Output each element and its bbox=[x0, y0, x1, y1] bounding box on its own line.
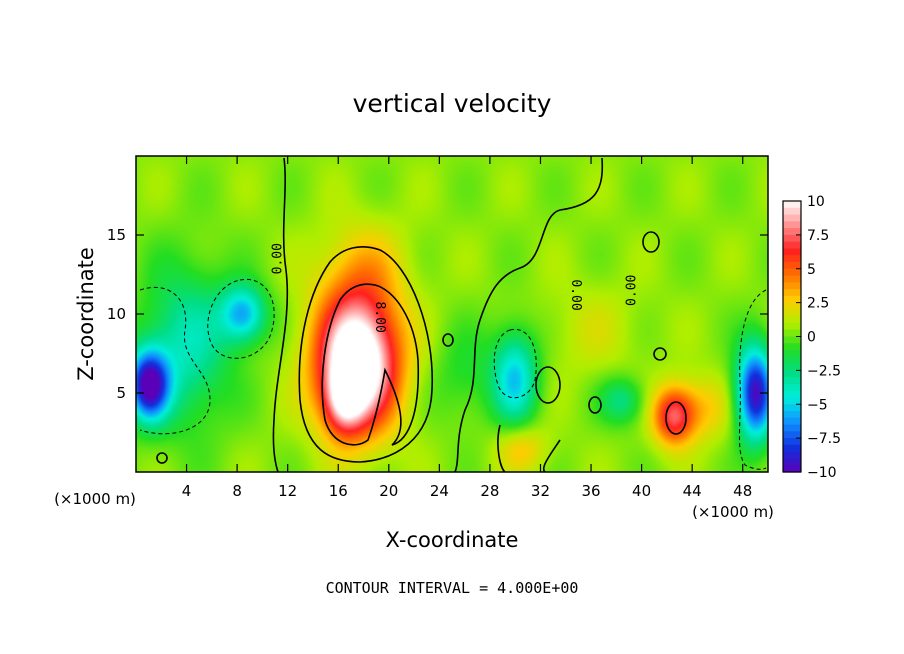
colorbar: 10 7.5 5 2.5 0 −2.5 −5 −7.5 −10 bbox=[782, 194, 841, 481]
colorbar-swatch bbox=[783, 404, 801, 412]
x-tick-label: 44 bbox=[683, 482, 702, 500]
colorbar-tick-label: 10 bbox=[807, 194, 825, 210]
contour-zero-left bbox=[272, 157, 289, 473]
colorbar-swatch bbox=[783, 390, 801, 399]
colorbar-swatch bbox=[783, 424, 801, 432]
colorbar-tick-label: 2.5 bbox=[807, 296, 829, 312]
colorbar-swatch bbox=[783, 221, 801, 229]
contour-dashed-right bbox=[738, 289, 767, 470]
contour-label: 8.00 bbox=[372, 302, 387, 333]
contour-blob-right bbox=[497, 424, 561, 473]
colorbar-tick-label: 0 bbox=[807, 330, 816, 346]
x-tick-label: 12 bbox=[278, 482, 297, 500]
plot-area: 0.00 8.00 0.00 0.00 bbox=[135, 155, 769, 473]
contour-small-5 bbox=[156, 452, 168, 464]
colorbar-swatch bbox=[783, 228, 801, 236]
colorbar-swatch bbox=[783, 417, 801, 426]
colorbar-swatch bbox=[783, 397, 801, 405]
colorbar-swatch bbox=[783, 438, 801, 446]
y-axis-label: Z-coordinate bbox=[74, 247, 98, 381]
colorbar-swatch bbox=[783, 343, 801, 351]
colorbar-swatch bbox=[783, 282, 801, 290]
x-tick-label: 40 bbox=[632, 482, 651, 500]
contour-small-2 bbox=[665, 401, 687, 435]
colorbar-swatch bbox=[783, 302, 801, 310]
contour-small-6 bbox=[535, 366, 561, 404]
contour-small-7 bbox=[588, 396, 602, 414]
colorbar-swatch bbox=[783, 268, 801, 277]
contour-small-4 bbox=[442, 333, 454, 347]
y-axis: 5 10 15 bbox=[107, 226, 768, 402]
x-tick-label: 24 bbox=[430, 482, 449, 500]
colorbar-swatch bbox=[783, 201, 801, 209]
contour-inner-updraft bbox=[321, 283, 420, 446]
x-unit-label-right: (×1000 m) bbox=[692, 503, 774, 521]
x-tick-label: 36 bbox=[581, 482, 600, 500]
x-tick-label: 28 bbox=[480, 482, 499, 500]
colorbar-swatch bbox=[783, 363, 801, 371]
colorbar-swatch bbox=[783, 370, 801, 378]
colorbar-swatch bbox=[783, 431, 801, 439]
colorbar-tick-label: −2.5 bbox=[807, 363, 841, 379]
colorbar-swatch bbox=[783, 350, 801, 358]
colorbar-swatch bbox=[783, 207, 801, 216]
colorbar-swatch bbox=[783, 234, 801, 243]
y-tick-label: 5 bbox=[116, 384, 126, 402]
colorbar-swatch bbox=[783, 383, 801, 392]
colorbar-tick-label: −5 bbox=[807, 397, 828, 413]
colorbar-swatch bbox=[783, 255, 801, 263]
colorbar-swatch bbox=[783, 295, 801, 304]
colorbar-swatch bbox=[783, 261, 801, 270]
colorbar-swatch bbox=[783, 275, 801, 283]
colorbar-swatch bbox=[783, 356, 801, 365]
x-axis: 4 8 12 16 20 24 28 32 36 40 44 48 bbox=[182, 156, 752, 500]
colorbar-swatch bbox=[783, 289, 801, 297]
contour-zero-right bbox=[454, 157, 604, 473]
contour-labels: 0.00 8.00 0.00 0.00 bbox=[270, 243, 639, 333]
colorbar-swatch bbox=[783, 377, 801, 385]
colorbar-swatch bbox=[783, 241, 801, 250]
contour-dashed-left bbox=[139, 286, 211, 435]
contour-label: 0.00 bbox=[270, 243, 285, 274]
contour-dashed-mid bbox=[493, 328, 537, 399]
contour-label: 0.00 bbox=[624, 275, 639, 306]
x-tick-label: 8 bbox=[232, 482, 242, 500]
colorbar-swatch bbox=[783, 248, 801, 256]
colorbar-swatch bbox=[783, 214, 801, 222]
colorbar-swatch bbox=[783, 451, 801, 460]
contour-dashed-left-2 bbox=[207, 278, 275, 359]
y-tick-label: 15 bbox=[107, 226, 126, 244]
colorbar-swatch bbox=[783, 322, 801, 331]
colorbar-swatch bbox=[783, 329, 801, 338]
contour-small-1 bbox=[642, 231, 660, 253]
x-tick-label: 32 bbox=[531, 482, 550, 500]
x-tick-label: 16 bbox=[329, 482, 348, 500]
colorbar-tick-label: 5 bbox=[807, 262, 816, 278]
x-tick-label: 48 bbox=[733, 482, 752, 500]
x-tick-label: 20 bbox=[379, 482, 398, 500]
chart-title: vertical velocity bbox=[353, 89, 552, 118]
x-tick-label: 4 bbox=[182, 482, 192, 500]
contour-small-3 bbox=[653, 347, 667, 361]
colorbar-swatch bbox=[783, 309, 801, 317]
colorbar-tick-label: −7.5 bbox=[807, 431, 841, 447]
x-unit-label-left: (×1000 m) bbox=[54, 490, 136, 508]
x-axis-label: X-coordinate bbox=[386, 528, 519, 552]
colorbar-swatch bbox=[783, 316, 801, 324]
velocity-field bbox=[136, 156, 768, 472]
contour-outer-updraft bbox=[298, 246, 434, 463]
colorbar-swatch bbox=[783, 465, 801, 473]
colorbar-swatch bbox=[783, 336, 801, 344]
colorbar-tick-label: 7.5 bbox=[807, 228, 829, 244]
contour-lines bbox=[139, 157, 767, 473]
contour-label: 0.00 bbox=[568, 279, 583, 310]
colorbar-tick-label: −10 bbox=[807, 465, 837, 481]
colorbar-swatch bbox=[783, 411, 801, 419]
contour-interval-footer: CONTOUR INTERVAL = 4.000E+00 bbox=[326, 579, 579, 597]
colorbar-swatch bbox=[783, 444, 801, 453]
y-tick-label: 10 bbox=[107, 305, 126, 323]
colorbar-swatch bbox=[783, 458, 801, 466]
